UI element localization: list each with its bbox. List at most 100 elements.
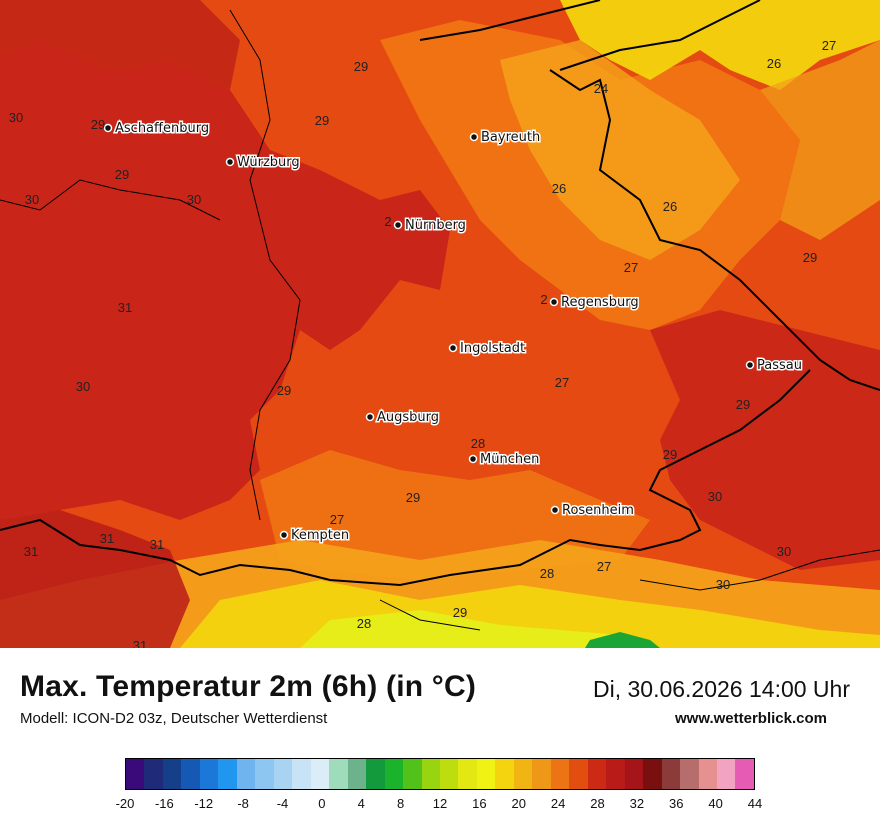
temperature-value-label: 29: [453, 605, 467, 620]
legend-swatch: [587, 759, 607, 789]
legend-ticks: -20 -16 -12 -8 -4 0 4 8 12 16 20 24 28 32 36 40 44: [0, 796, 880, 816]
city-marker-nuernberg: Nürnberg: [393, 217, 467, 235]
legend-swatch: [698, 759, 717, 789]
city-dot: [365, 412, 375, 422]
temperature-value-label: 29: [315, 113, 329, 128]
temperature-value-label: 29: [736, 397, 750, 412]
border-czech-top: [559, 0, 761, 71]
city-marker-aschaffenburg: Aschaffenburg: [103, 120, 211, 138]
city-label: Aschaffenburg: [115, 121, 209, 136]
city-label: Ingolstadt: [460, 341, 525, 356]
city-label: Passau: [757, 358, 802, 373]
cities: Aschaffenburg Würzburg Bayreuth Nürnberg Reg…: [103, 120, 803, 545]
border-austria-inner: [379, 549, 880, 631]
city-dot: [745, 360, 755, 370]
temperature-value-label: 27: [330, 512, 344, 527]
hot-zone-southeast: [650, 310, 880, 570]
legend-swatch: [403, 759, 422, 789]
legend-swatch: [384, 759, 404, 789]
hot-zone-southwest: [0, 510, 190, 648]
alpine-green: [585, 632, 660, 648]
city-marker-kempten: Kempten: [279, 527, 351, 545]
city-label: Augsburg: [377, 410, 439, 425]
model-source: Modell: ICON-D2 03z, Deutscher Wetterdie…: [20, 710, 328, 727]
legend-swatch: [162, 759, 182, 789]
temperature-value-label: 30: [25, 192, 39, 207]
temperature-value-label: 28: [471, 436, 485, 451]
border-inner-north: [0, 179, 221, 221]
legend-swatch: [513, 759, 533, 789]
temperature-value-label: 30: [716, 577, 730, 592]
temperature-map: Aschaffenburg Würzburg Bayreuth Nürnberg Reg…: [0, 0, 880, 648]
legend-swatch: [292, 759, 311, 789]
city-marker-bayreuth: Bayreuth: [469, 129, 542, 147]
legend-swatch: [126, 759, 145, 789]
city-dot: [225, 157, 235, 167]
website-link[interactable]: www.wetterblick.com: [675, 710, 827, 727]
legend-tick-label: 12: [432, 796, 448, 811]
legend-tick-label: -12: [194, 796, 214, 811]
city-dot: [469, 132, 479, 142]
city-label: Nürnberg: [405, 218, 466, 233]
legend-swatch: [717, 759, 736, 789]
legend-tick-label: -4: [276, 796, 289, 811]
legend-tick-label: 24: [550, 796, 566, 811]
temperature-value-label: 28: [540, 566, 554, 581]
city-marker-wuerzburg: Würzburg: [225, 154, 301, 172]
legend-tick-label: -8: [237, 796, 249, 811]
legend-swatch: [680, 759, 699, 789]
legend-swatch: [421, 759, 440, 789]
temperature-value-label: 29: [115, 167, 129, 182]
legend-tick-label: 8: [397, 796, 405, 811]
city-marker-regensburg: Regensburg: [549, 294, 640, 312]
legend-swatch: [439, 759, 459, 789]
city-dot: [549, 297, 559, 307]
temperature-value-label: 29: [406, 490, 420, 505]
city-label: München: [480, 452, 539, 467]
temperature-value-label: 29: [803, 250, 817, 265]
temperature-value-label: 26: [663, 199, 677, 214]
temperature-value-label: 27: [822, 38, 836, 53]
legend-tick-label: 4: [357, 796, 365, 811]
temperature-value-label: 27: [555, 375, 569, 390]
legend-tick-label: 0: [318, 796, 326, 811]
legend-swatch: [218, 759, 237, 789]
legend-swatch: [458, 759, 477, 789]
city-marker-passau: Passau: [745, 357, 803, 375]
city-marker-ingolstadt: Ingolstadt: [448, 340, 527, 358]
temperature-value-label: 24: [594, 81, 608, 96]
yellow-zone-north: [560, 0, 880, 90]
temperature-value-label: 29: [663, 447, 677, 462]
temperature-value-label: 31: [150, 537, 164, 552]
temperature-value-label: 2: [540, 292, 547, 307]
orange-zone-northeast-right: [760, 40, 880, 240]
legend-swatch: [643, 759, 662, 789]
map-title: Max. Temperatur 2m (6h) (in °C): [20, 670, 477, 703]
legend-tick-label: -16: [154, 796, 174, 811]
city-dot: [468, 454, 478, 464]
legend-swatch: [236, 759, 256, 789]
city-label: Würzburg: [237, 155, 300, 170]
temperature-value-label: 30: [76, 379, 90, 394]
legend-swatch: [476, 759, 496, 789]
hot-zone-northwest: [0, 0, 240, 90]
legend-swatch: [255, 759, 274, 789]
legend-swatch: [735, 759, 754, 789]
city-dot: [550, 505, 560, 515]
legend-swatch: [310, 759, 330, 789]
temperature-value-label: 27: [624, 260, 638, 275]
temperature-value-label: 26: [767, 56, 781, 71]
temperature-value-label: 30: [187, 192, 201, 207]
city-label: Bayreuth: [481, 130, 540, 145]
legend-tick-label: 40: [708, 796, 723, 811]
legend-tick-label: 20: [511, 796, 526, 811]
legend-swatch: [144, 759, 163, 789]
orange-zone-northeast: [500, 40, 740, 260]
temperature-value-label: 28: [357, 616, 371, 631]
border-inner-west: [229, 9, 301, 521]
legend-swatch: [366, 759, 385, 789]
border-czech: [419, 0, 880, 391]
legend-swatch: [532, 759, 551, 789]
city-dot: [103, 123, 113, 133]
legend-swatch: [624, 759, 644, 789]
